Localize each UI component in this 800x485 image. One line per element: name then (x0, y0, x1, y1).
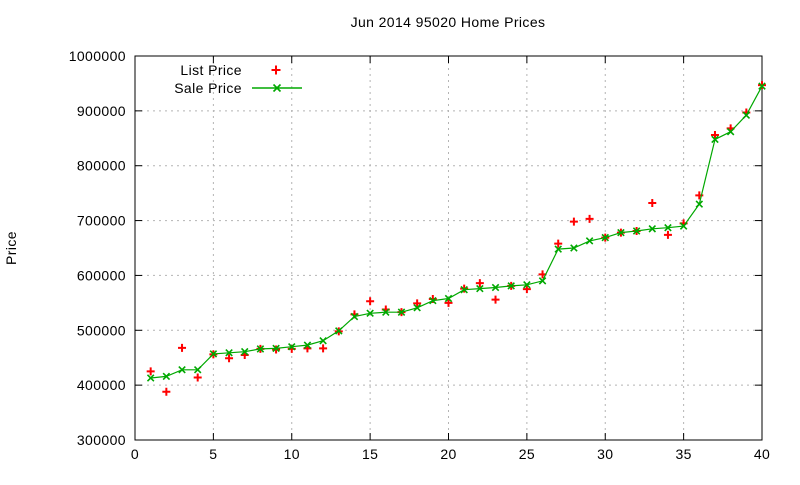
sale-price-line (150, 85, 763, 379)
x-tick-label: 35 (675, 446, 691, 462)
sale-price-series (146, 82, 766, 382)
legend-marker-sale-price-x-icon (272, 83, 282, 93)
sale-price-point (444, 294, 453, 303)
y-tick-label: 500000 (77, 322, 126, 338)
y-tick-label: 900000 (77, 103, 126, 119)
y-axis-label: Price (3, 231, 19, 265)
sale-price-point (256, 345, 265, 353)
x-tick-label: 15 (362, 446, 378, 462)
sale-price-point (711, 135, 719, 144)
list-price-point (522, 285, 531, 294)
x-tick-label: 40 (754, 446, 770, 462)
x-tick-label: 0 (131, 446, 139, 462)
legend: List Price Sale Price (174, 62, 302, 96)
sale-price-point (476, 284, 484, 293)
sale-price-point (523, 280, 531, 289)
sale-price-point (413, 304, 421, 312)
sale-price-point (225, 349, 233, 357)
sale-price-point (272, 344, 280, 353)
sale-price-point (303, 341, 312, 349)
series-layer (146, 81, 766, 396)
sale-price-point (617, 228, 625, 237)
list-price-point (475, 279, 484, 288)
list-price-point (444, 298, 453, 307)
sale-price-point (679, 222, 688, 230)
list-price-point (585, 214, 594, 223)
sale-price-point (538, 277, 547, 285)
list-price-point (413, 299, 422, 308)
sale-price-point (209, 350, 218, 358)
sale-price-point (585, 237, 594, 245)
sale-price-point (632, 227, 641, 235)
list-price-point (319, 344, 328, 353)
legend-marker-list-price-plus-icon (271, 65, 281, 75)
sale-price-point (429, 296, 437, 305)
sale-price-point (319, 336, 327, 345)
list-price-point (146, 367, 155, 376)
sale-price-point (695, 200, 704, 208)
sale-price-point (178, 366, 186, 374)
sale-price-point (397, 308, 406, 316)
list-price-point (569, 217, 578, 226)
list-price-series (146, 81, 766, 396)
list-price-point (710, 130, 719, 139)
legend-label-sale-price: Sale Price (174, 80, 242, 96)
sale-price-point (335, 327, 343, 335)
sale-price-point (366, 309, 374, 318)
sale-price-point (382, 308, 390, 316)
sale-price-point (648, 225, 657, 233)
y-tick-label: 1000000 (69, 48, 126, 64)
sale-price-point (287, 342, 296, 351)
sale-price-point (350, 312, 359, 321)
y-tick-label: 400000 (77, 377, 126, 393)
x-tick-label: 5 (209, 446, 217, 462)
sale-price-point (146, 374, 155, 382)
grid-layer (135, 56, 762, 440)
list-price-point (648, 199, 657, 208)
list-price-point (554, 239, 563, 248)
x-tick-label: 20 (440, 446, 456, 462)
list-price-point (178, 343, 187, 352)
tick-label-layer: 0 5 10 15 20 25 30 35 40 300000 400000 500000 600000… (69, 48, 770, 462)
sale-price-point (240, 347, 249, 356)
chart-title: Jun 2014 95020 Home Prices (351, 14, 546, 30)
y-tick-label: 700000 (77, 213, 126, 229)
y-tick-label: 600000 (77, 267, 126, 283)
sale-price-point (554, 245, 562, 253)
x-tick-label: 10 (284, 446, 300, 462)
list-price-point (225, 354, 234, 363)
sale-price-point (491, 283, 500, 292)
sale-price-point (664, 223, 672, 232)
list-price-point (162, 387, 171, 396)
list-price-point (366, 297, 375, 306)
sale-price-point (193, 366, 202, 374)
x-tick-label: 30 (597, 446, 613, 462)
sale-price-point (507, 282, 515, 290)
sale-price-point (758, 82, 766, 90)
x-tick-label: 25 (519, 446, 535, 462)
y-tick-label: 800000 (77, 158, 126, 174)
sale-price-point (162, 372, 171, 381)
sale-price-point (742, 111, 751, 120)
y-tick-label: 300000 (77, 432, 126, 448)
sale-price-point (570, 244, 578, 252)
legend-label-list-price: List Price (180, 62, 242, 78)
sale-price-point (601, 233, 610, 242)
sale-price-point (460, 285, 468, 294)
list-price-point (491, 295, 500, 304)
list-price-point (663, 230, 672, 239)
tick-layer (134, 55, 763, 441)
sale-price-point (726, 127, 735, 136)
list-price-point (193, 373, 202, 382)
